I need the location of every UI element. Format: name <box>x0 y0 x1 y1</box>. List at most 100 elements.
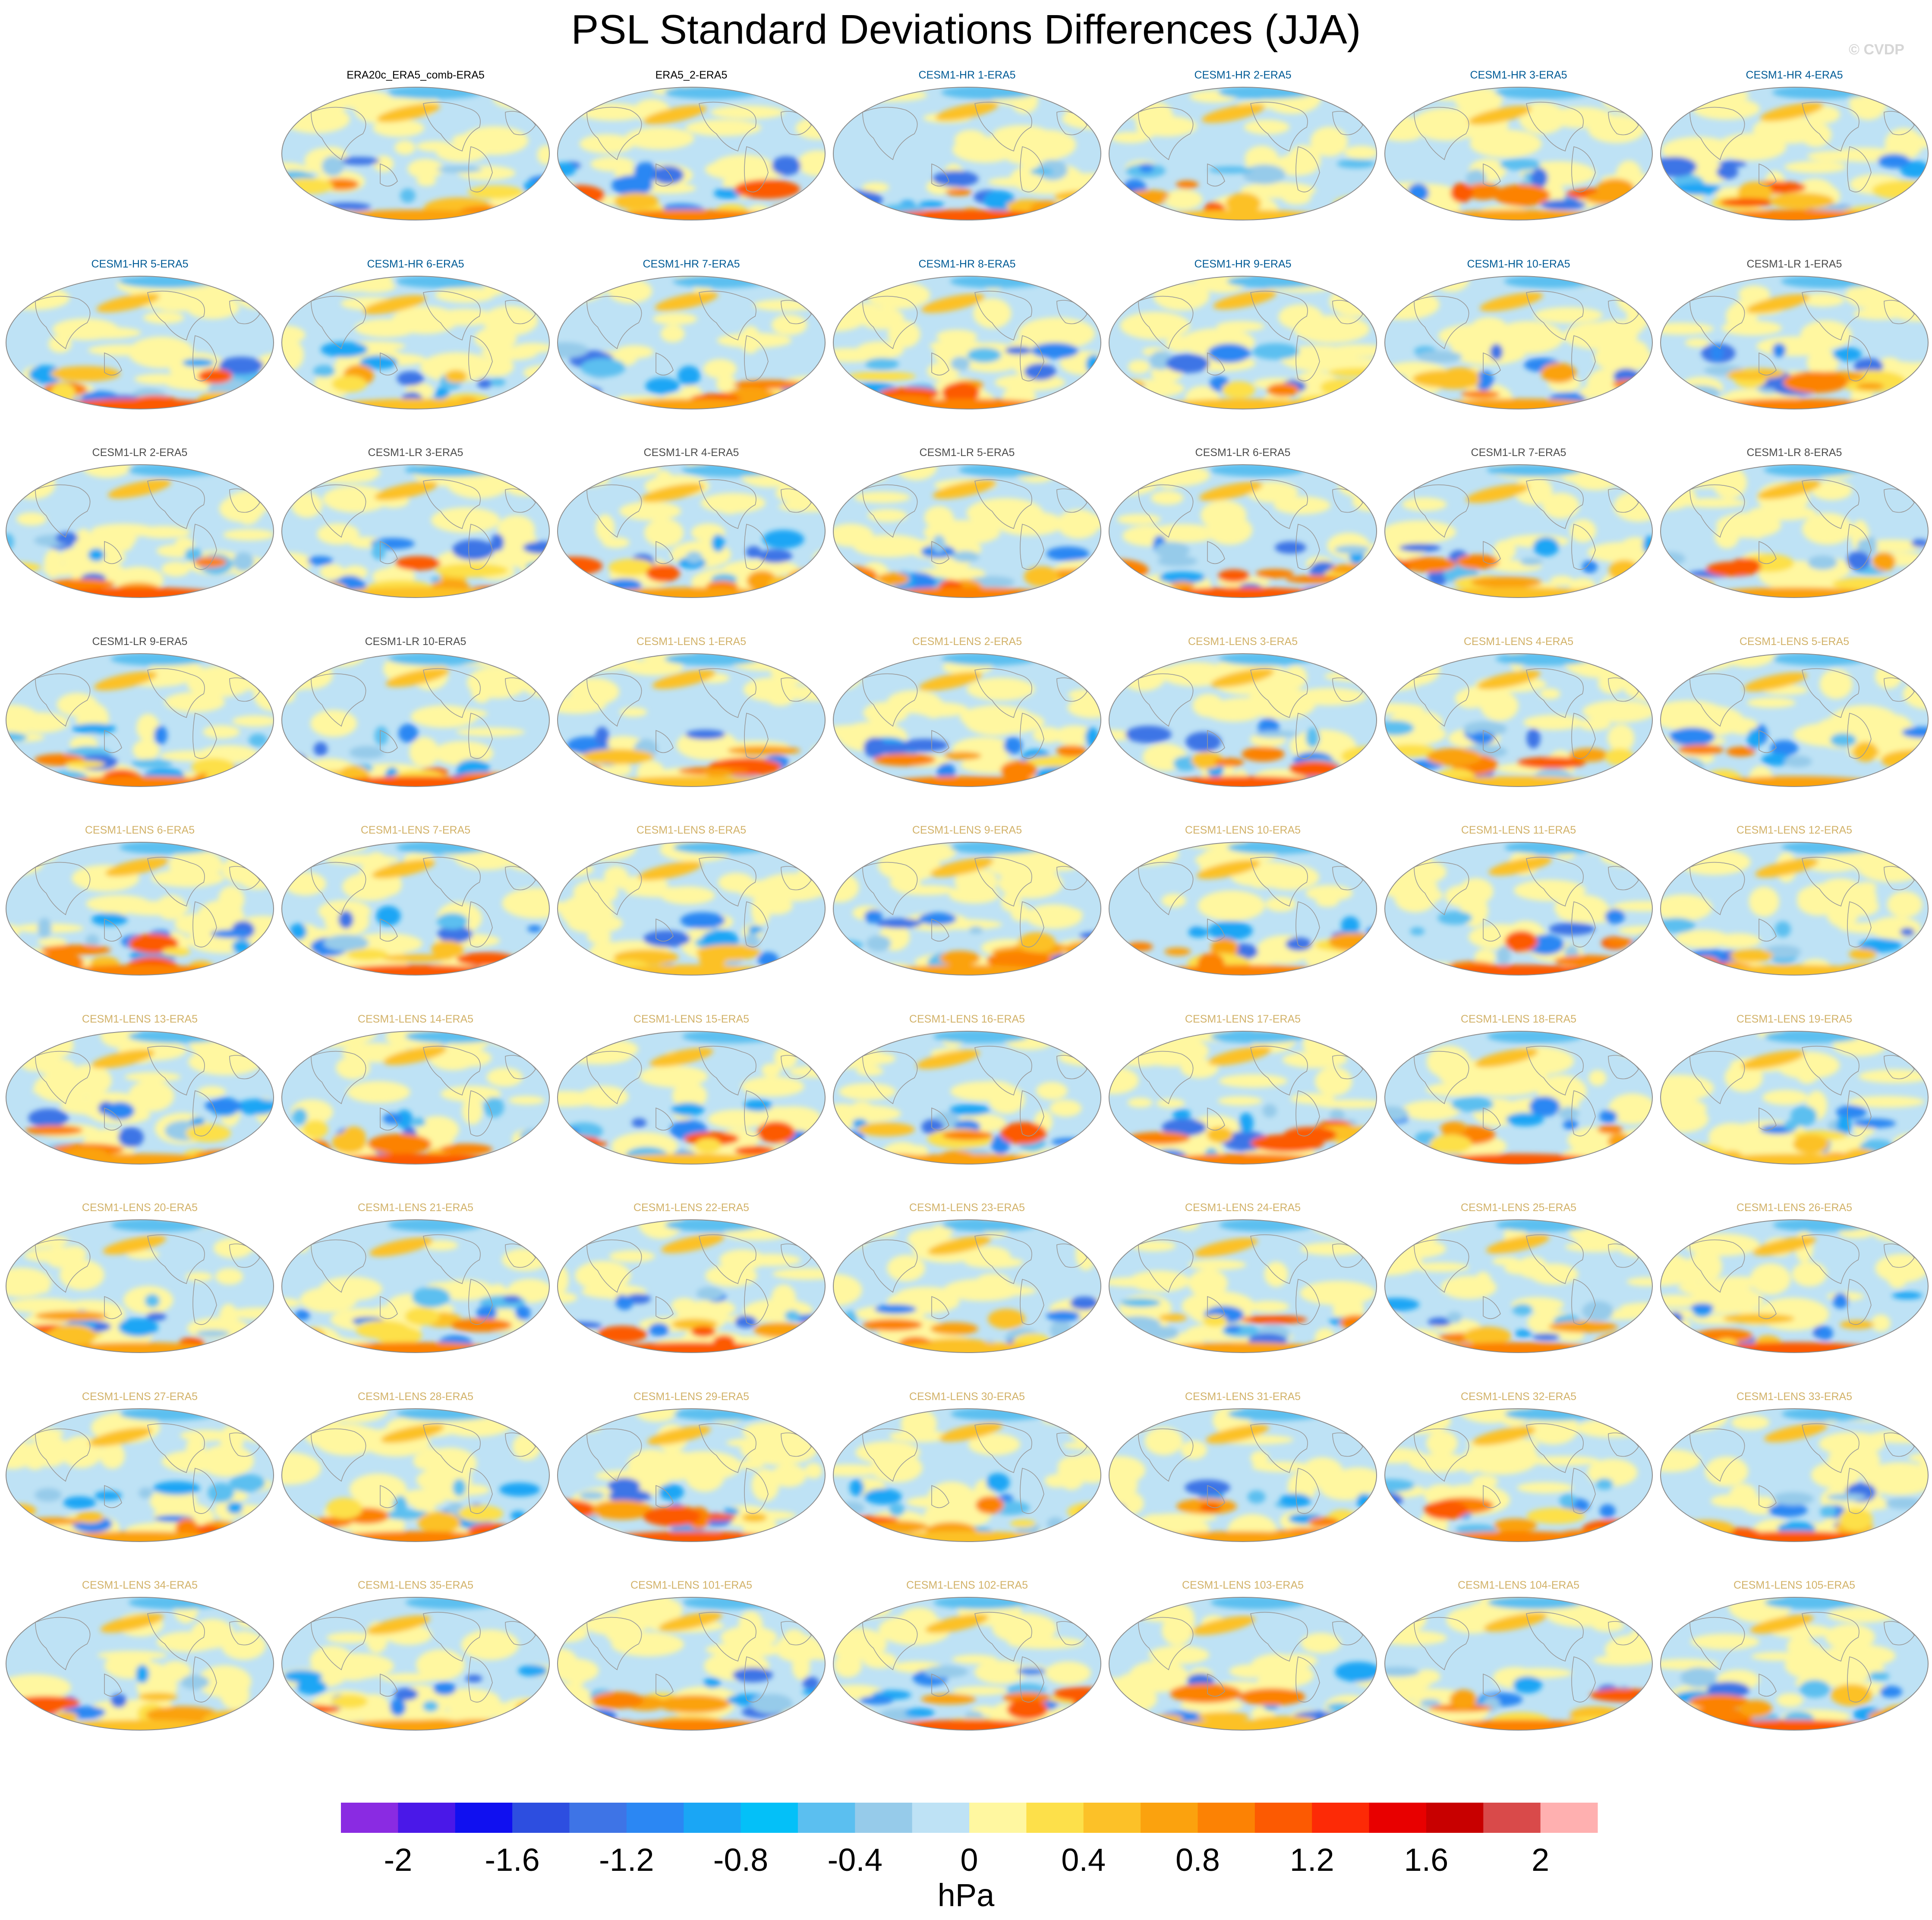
panel-title: CESM1-LENS 28-ERA5 <box>357 1390 474 1403</box>
map-panel <box>1660 1597 1929 1731</box>
panel-title: CESM1-LENS 21-ERA5 <box>357 1202 474 1214</box>
map-panel <box>833 1219 1101 1353</box>
map-panel <box>1109 1408 1377 1542</box>
panel-title: CESM1-LENS 24-ERA5 <box>1185 1202 1301 1214</box>
map-panel <box>1660 1030 1929 1165</box>
panel-title: CESM1-LENS 5-ERA5 <box>1739 635 1850 648</box>
map-panel <box>6 464 274 598</box>
panel-title: CESM1-LENS 102-ERA5 <box>906 1579 1028 1591</box>
panel-title: CESM1-HR 1-ERA5 <box>918 69 1016 81</box>
panel-title: CESM1-HR 4-ERA5 <box>1746 69 1843 81</box>
panel-title: CESM1-LENS 18-ERA5 <box>1460 1013 1577 1025</box>
map-panel <box>833 464 1101 598</box>
map-panel <box>1109 842 1377 976</box>
map-panel <box>557 653 826 787</box>
panel-title: CESM1-LENS 16-ERA5 <box>909 1013 1025 1025</box>
colorbar-tick-label: -0.4 <box>827 1842 883 1878</box>
panel-title: CESM1-LENS 13-ERA5 <box>82 1013 198 1025</box>
colorbar-tick-label: -1.6 <box>485 1842 540 1878</box>
panel-title: CESM1-LENS 7-ERA5 <box>360 824 471 836</box>
map-panel <box>1384 1219 1653 1353</box>
panel-title: CESM1-LR 3-ERA5 <box>368 447 463 459</box>
map-panel <box>1109 1219 1377 1353</box>
panel-title: CESM1-LR 8-ERA5 <box>1746 447 1842 459</box>
panel-title: CESM1-LENS 9-ERA5 <box>912 824 1022 836</box>
map-panel <box>1660 275 1929 409</box>
panel-title: CESM1-HR 8-ERA5 <box>918 258 1016 270</box>
map-panel <box>281 464 550 598</box>
panel-title: CESM1-LENS 101-ERA5 <box>630 1579 753 1591</box>
colorbar-tick-label: 2 <box>1532 1842 1550 1878</box>
map-panel <box>833 1597 1101 1731</box>
map-panel <box>281 842 550 976</box>
colorbar-tick-label: 1.6 <box>1404 1842 1449 1878</box>
panel-title: CESM1-HR 9-ERA5 <box>1194 258 1292 270</box>
panel-title: CESM1-LENS 10-ERA5 <box>1185 824 1301 836</box>
panel-title: CESM1-LENS 104-ERA5 <box>1457 1579 1580 1591</box>
map-panel <box>557 275 826 409</box>
map-panel <box>1109 1030 1377 1165</box>
panel-title: CESM1-LENS 12-ERA5 <box>1736 824 1853 836</box>
colorbar-tick-label: -2 <box>384 1842 413 1878</box>
map-panel <box>1384 1030 1653 1165</box>
panel-title: CESM1-LENS 23-ERA5 <box>909 1202 1025 1214</box>
page-title: PSL Standard Deviations Differences (JJA… <box>571 6 1361 53</box>
panel-title: CESM1-LENS 22-ERA5 <box>633 1202 750 1214</box>
panel-title: CESM1-HR 2-ERA5 <box>1194 69 1292 81</box>
panel-title: CESM1-LENS 34-ERA5 <box>82 1579 198 1591</box>
map-panel <box>281 87 550 220</box>
panel-title: CESM1-HR 5-ERA5 <box>91 258 189 270</box>
map-panel <box>6 1219 274 1353</box>
colorbar-tick-label: 0.8 <box>1176 1842 1220 1878</box>
map-panel <box>833 1030 1101 1165</box>
panel-title: CESM1-LR 4-ERA5 <box>643 447 739 459</box>
map-panel <box>6 842 274 976</box>
map-panel <box>1109 653 1377 787</box>
panel-title: CESM1-LENS 33-ERA5 <box>1736 1390 1853 1403</box>
panel-title: CESM1-LR 9-ERA5 <box>92 635 188 648</box>
map-panel <box>281 1408 550 1542</box>
panel-title: CESM1-LENS 32-ERA5 <box>1460 1390 1577 1403</box>
panel-title: CESM1-LENS 14-ERA5 <box>357 1013 474 1025</box>
map-panel <box>6 1030 274 1165</box>
map-panel <box>281 1030 550 1165</box>
panel-title: CESM1-HR 10-ERA5 <box>1467 258 1570 270</box>
map-panel <box>281 653 550 787</box>
panel-title: CESM1-LENS 17-ERA5 <box>1185 1013 1301 1025</box>
panel-title: CESM1-LENS 26-ERA5 <box>1736 1202 1853 1214</box>
map-panel <box>833 1408 1101 1542</box>
panel-title: CESM1-LENS 1-ERA5 <box>636 635 747 648</box>
map-panel <box>833 275 1101 409</box>
panel-title: ERA5_2-ERA5 <box>655 69 728 81</box>
panel-title: CESM1-LENS 105-ERA5 <box>1733 1579 1856 1591</box>
panel-title: CESM1-LENS 25-ERA5 <box>1460 1202 1577 1214</box>
panel-title: CESM1-LR 7-ERA5 <box>1471 447 1566 459</box>
map-panel <box>1384 842 1653 976</box>
map-panel <box>833 87 1101 220</box>
credit-text: © CVDP <box>1849 41 1904 58</box>
map-panel <box>1660 87 1929 220</box>
panel-title: CESM1-LR 6-ERA5 <box>1195 447 1291 459</box>
map-panel <box>281 275 550 409</box>
map-panel <box>281 1219 550 1353</box>
panel-title: CESM1-LR 5-ERA5 <box>919 447 1015 459</box>
map-panel <box>6 1597 274 1731</box>
panel-title: CESM1-LENS 30-ERA5 <box>909 1390 1025 1403</box>
panel-title: CESM1-LR 1-ERA5 <box>1746 258 1842 270</box>
map-grid: ERA20c_ERA5_comb-ERA5 ERA5_2-ERA5 CESM1-HR… <box>6 69 1929 1731</box>
panel-title: CESM1-LENS 19-ERA5 <box>1736 1013 1853 1025</box>
map-panel <box>557 464 826 598</box>
panel-title: CESM1-HR 3-ERA5 <box>1470 69 1567 81</box>
map-panel <box>1109 275 1377 409</box>
map-panel <box>1109 464 1377 598</box>
map-panel <box>1384 275 1653 409</box>
panel-title: CESM1-LENS 103-ERA5 <box>1182 1579 1304 1591</box>
map-panel <box>1384 653 1653 787</box>
map-panel <box>833 653 1101 787</box>
map-panel <box>557 1408 826 1542</box>
colorbar-unit-label: hPa <box>937 1877 995 1913</box>
panel-title: CESM1-LENS 27-ERA5 <box>82 1390 198 1403</box>
map-panel <box>557 1030 826 1165</box>
map-panel <box>557 87 826 220</box>
map-panel <box>6 1408 274 1542</box>
